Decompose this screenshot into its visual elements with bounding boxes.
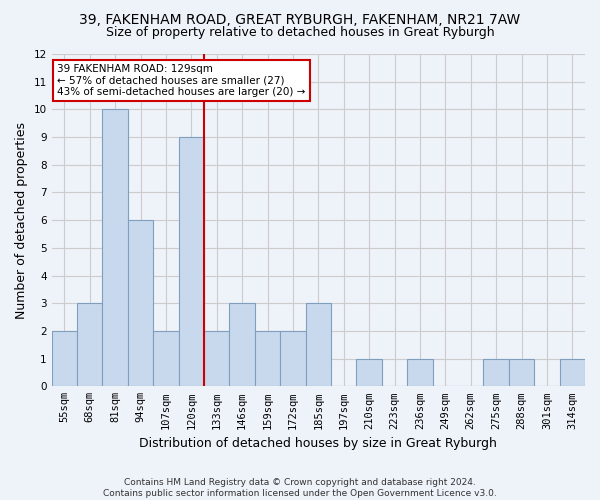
Bar bbox=[103, 110, 128, 386]
Bar bbox=[305, 303, 331, 386]
Bar bbox=[52, 331, 77, 386]
Bar bbox=[255, 331, 280, 386]
Bar bbox=[153, 331, 179, 386]
Bar bbox=[407, 358, 433, 386]
Text: Size of property relative to detached houses in Great Ryburgh: Size of property relative to detached ho… bbox=[106, 26, 494, 39]
X-axis label: Distribution of detached houses by size in Great Ryburgh: Distribution of detached houses by size … bbox=[139, 437, 497, 450]
Bar bbox=[179, 137, 204, 386]
Bar bbox=[204, 331, 229, 386]
Bar bbox=[77, 303, 103, 386]
Y-axis label: Number of detached properties: Number of detached properties bbox=[15, 122, 28, 318]
Text: 39, FAKENHAM ROAD, GREAT RYBURGH, FAKENHAM, NR21 7AW: 39, FAKENHAM ROAD, GREAT RYBURGH, FAKENH… bbox=[79, 12, 521, 26]
Bar bbox=[280, 331, 305, 386]
Bar bbox=[509, 358, 534, 386]
Bar bbox=[484, 358, 509, 386]
Text: 39 FAKENHAM ROAD: 129sqm
← 57% of detached houses are smaller (27)
43% of semi-d: 39 FAKENHAM ROAD: 129sqm ← 57% of detach… bbox=[57, 64, 305, 97]
Bar bbox=[356, 358, 382, 386]
Bar bbox=[560, 358, 585, 386]
Text: Contains HM Land Registry data © Crown copyright and database right 2024.
Contai: Contains HM Land Registry data © Crown c… bbox=[103, 478, 497, 498]
Bar bbox=[229, 303, 255, 386]
Bar bbox=[128, 220, 153, 386]
